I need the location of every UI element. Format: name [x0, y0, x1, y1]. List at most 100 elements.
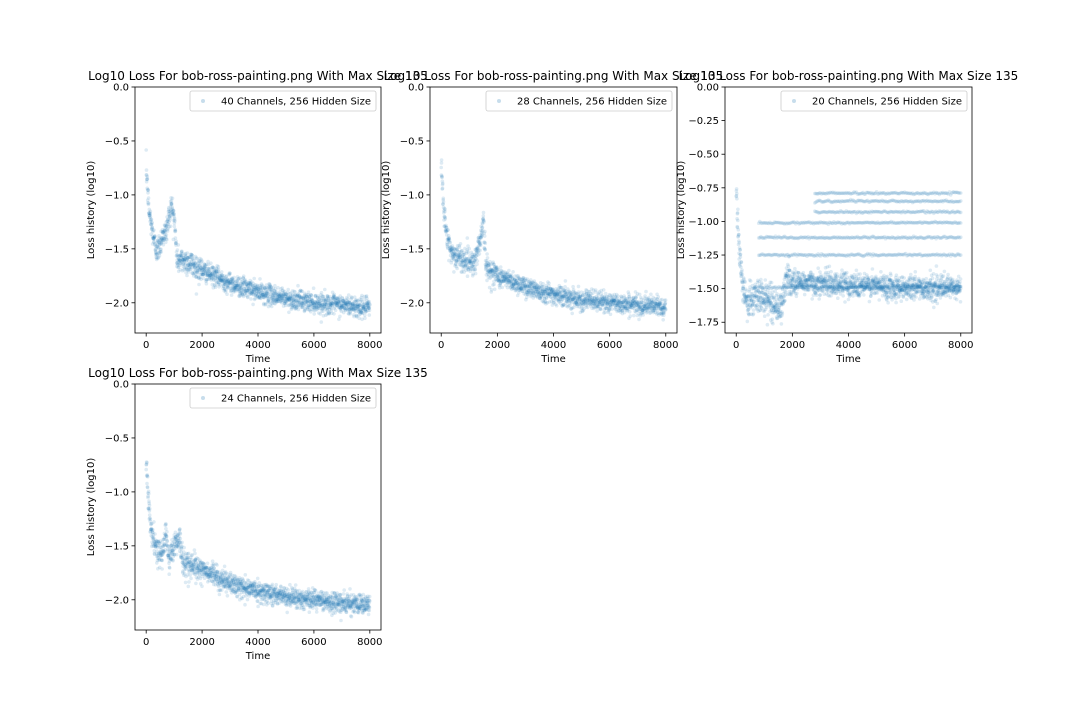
data-point	[298, 295, 302, 300]
data-point	[363, 308, 368, 312]
data-point	[863, 286, 867, 290]
data-point	[939, 278, 943, 282]
data-point	[543, 289, 548, 294]
data-point	[855, 284, 860, 288]
data-point	[637, 301, 642, 305]
data-point	[915, 286, 920, 290]
data-point	[832, 278, 836, 283]
data-point	[659, 311, 664, 315]
data-point	[501, 277, 506, 282]
data-point	[211, 273, 215, 277]
data-point	[340, 304, 345, 308]
data-point	[213, 285, 218, 290]
data-point	[287, 297, 291, 302]
data-point	[950, 284, 954, 288]
data-point	[658, 298, 663, 302]
data-point	[872, 192, 877, 196]
data-point	[865, 278, 870, 282]
data-point	[934, 280, 938, 284]
data-point	[589, 298, 594, 303]
data-point	[541, 285, 546, 289]
data-point	[744, 297, 749, 302]
data-point	[937, 282, 942, 286]
data-point	[556, 297, 561, 302]
data-point	[194, 274, 199, 279]
data-point	[552, 291, 556, 295]
data-point	[216, 264, 221, 269]
data-point	[154, 255, 158, 260]
data-point	[360, 307, 365, 311]
data-point	[156, 256, 160, 261]
data-point	[275, 299, 279, 304]
data-point	[921, 277, 925, 282]
data-point	[296, 307, 301, 312]
data-point	[241, 288, 245, 293]
data-point	[958, 280, 962, 284]
data-point	[629, 302, 633, 306]
data-point	[585, 298, 589, 302]
data-point	[535, 287, 539, 291]
data-point	[513, 281, 518, 286]
data-point	[360, 308, 364, 313]
data-point	[542, 294, 546, 298]
data-point	[565, 297, 569, 302]
data-point	[739, 265, 743, 269]
data-point	[255, 283, 260, 288]
data-point	[623, 306, 628, 311]
data-point	[194, 256, 199, 260]
data-point	[444, 225, 449, 230]
data-point	[463, 259, 468, 263]
data-point	[202, 267, 206, 272]
data-point	[950, 281, 955, 285]
data-point	[268, 283, 272, 287]
data-point	[657, 300, 662, 305]
data-point	[292, 297, 296, 301]
data-point	[554, 292, 558, 296]
data-point	[917, 289, 921, 294]
data-point	[767, 283, 771, 287]
data-point	[850, 285, 854, 290]
data-point	[927, 289, 932, 293]
data-point	[784, 274, 789, 278]
data-point	[651, 310, 656, 315]
data-point	[337, 300, 342, 304]
data-point	[177, 258, 182, 263]
data-point	[198, 275, 203, 280]
data-point	[508, 279, 513, 283]
data-point	[603, 306, 608, 311]
data-point	[365, 302, 370, 307]
data-point	[163, 229, 167, 233]
data-point	[161, 230, 165, 234]
data-point	[227, 271, 232, 275]
data-point	[300, 305, 305, 310]
data-point	[864, 280, 869, 285]
data-point	[474, 248, 479, 253]
data-point	[354, 298, 359, 302]
data-point	[543, 292, 548, 296]
data-point	[761, 301, 765, 305]
data-point	[883, 283, 888, 287]
data-point	[219, 279, 223, 283]
data-point	[278, 293, 283, 298]
data-point	[743, 295, 747, 299]
data-point	[796, 276, 801, 281]
data-point	[754, 288, 759, 293]
data-point	[482, 240, 487, 245]
data-point	[763, 292, 767, 296]
data-point	[506, 278, 511, 283]
data-point	[928, 191, 933, 195]
data-point	[466, 268, 471, 272]
data-point	[587, 294, 592, 298]
data-point	[148, 213, 152, 218]
data-point	[942, 289, 946, 294]
data-point	[452, 250, 457, 255]
data-point	[332, 294, 337, 299]
data-point	[896, 291, 901, 296]
data-point	[241, 279, 245, 284]
data-point	[838, 281, 842, 285]
data-point	[845, 280, 849, 285]
data-point	[656, 311, 660, 316]
data-point	[642, 307, 647, 312]
data-point	[931, 272, 936, 276]
data-point	[742, 293, 746, 298]
